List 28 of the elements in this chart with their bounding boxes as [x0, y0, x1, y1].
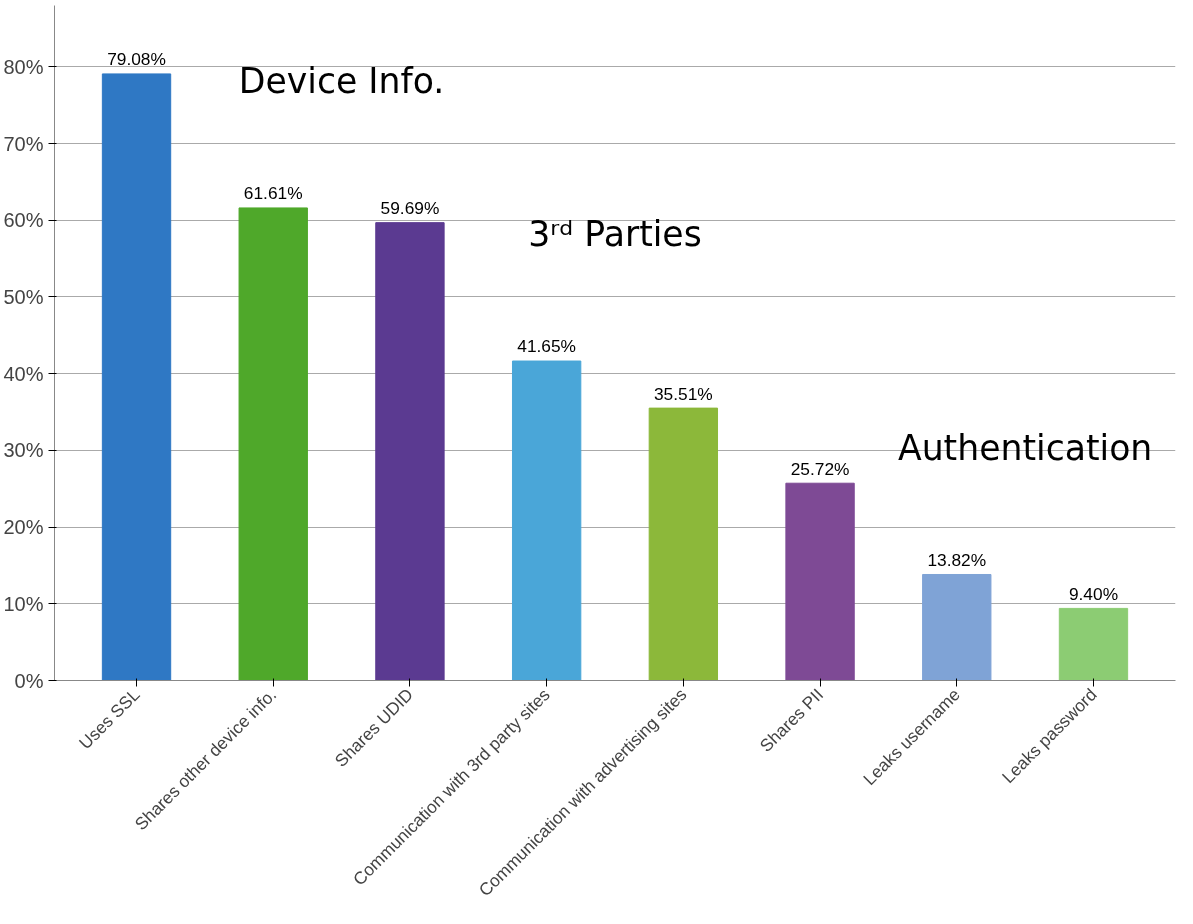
- bar: [101, 73, 172, 681]
- data-label: 61.61%: [243, 183, 303, 204]
- data-label: 25.72%: [790, 458, 850, 479]
- bar: [375, 222, 445, 681]
- y-tick-label: 60%: [3, 209, 44, 232]
- y-tick-label: 40%: [3, 362, 44, 385]
- data-label: 41.65%: [517, 336, 577, 357]
- bar: [1058, 607, 1129, 681]
- bar: [238, 207, 308, 681]
- y-tick-label: 50%: [3, 285, 44, 308]
- bar: [785, 482, 855, 681]
- bar: [922, 573, 992, 681]
- annotation: Device Info.: [238, 61, 445, 102]
- bar: [511, 360, 582, 681]
- data-label: 59.69%: [380, 198, 440, 219]
- data-label: 35.51%: [653, 383, 713, 404]
- y-tick-label: 20%: [3, 516, 44, 539]
- data-label: 79.08%: [107, 49, 166, 70]
- y-tick-label: 0%: [14, 669, 44, 692]
- y-tick-label: 30%: [3, 439, 44, 462]
- bar: [648, 407, 719, 681]
- data-label: 9.40%: [1068, 583, 1119, 604]
- y-tick-label: 70%: [3, 132, 44, 155]
- y-tick-label: 10%: [3, 592, 44, 615]
- data-label: 13.82%: [927, 549, 987, 570]
- annotation: Authentication: [897, 427, 1153, 468]
- annotation: 3ʳᵈ Parties: [528, 214, 702, 255]
- y-tick-label: 80%: [3, 55, 44, 78]
